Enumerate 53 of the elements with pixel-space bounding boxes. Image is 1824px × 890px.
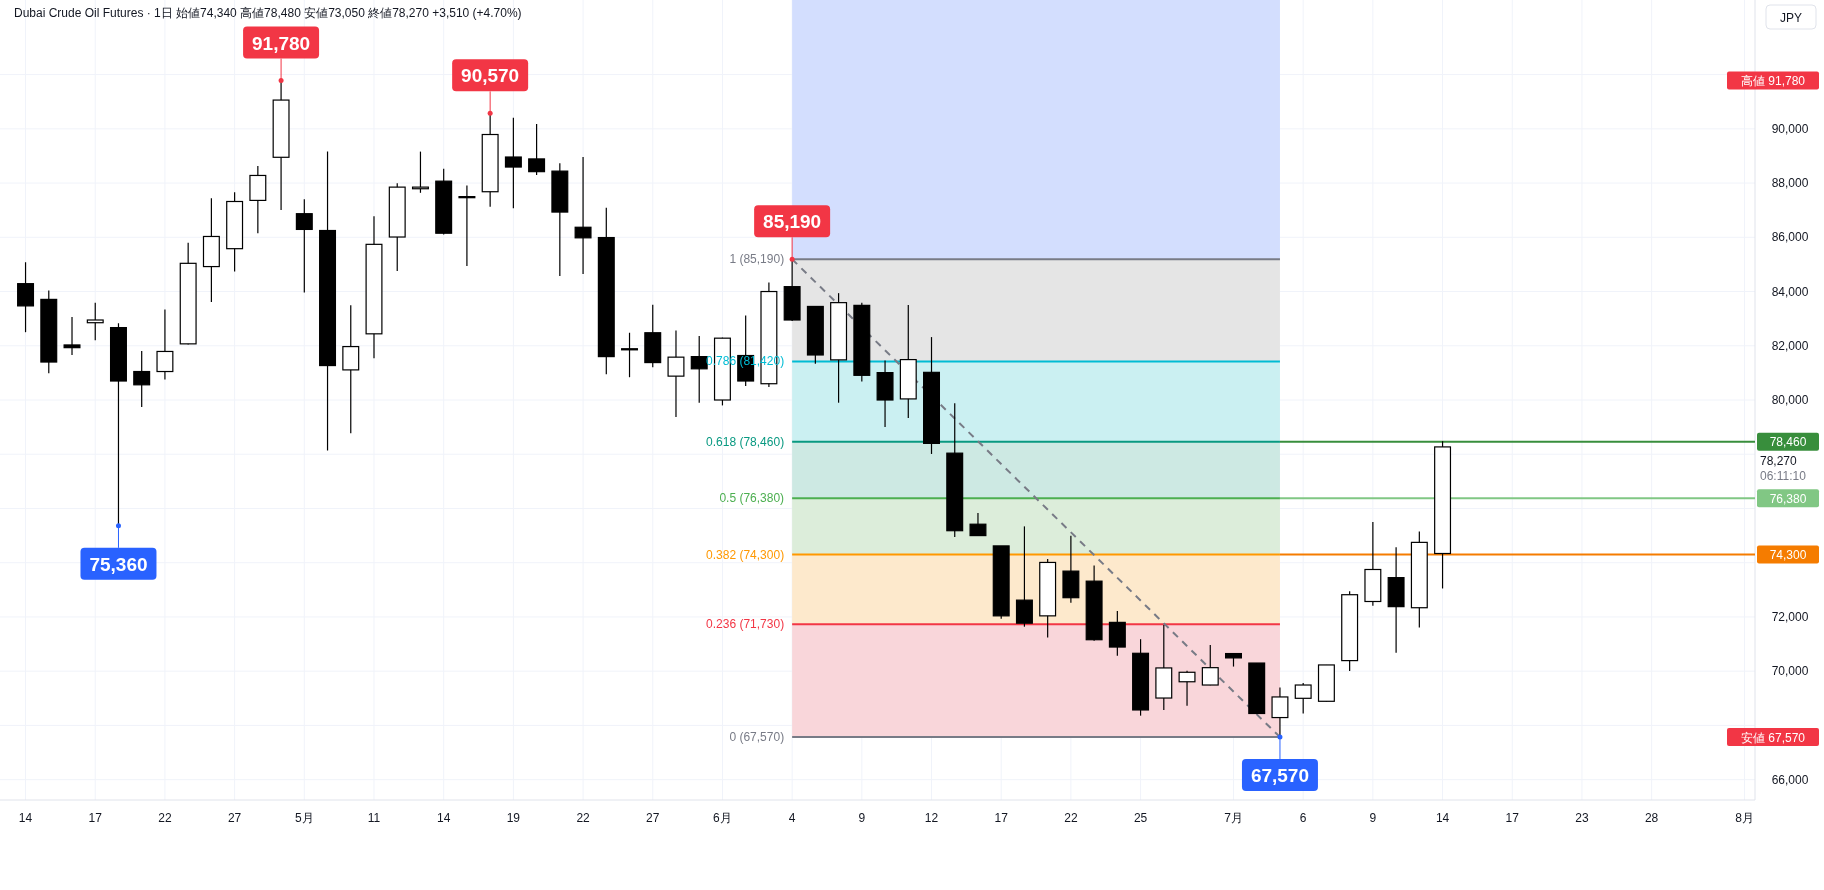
x-tick-label: 8月 bbox=[1735, 811, 1754, 825]
ref-line-label: 78,460 bbox=[1769, 435, 1807, 450]
x-tick-label: 17 bbox=[994, 811, 1009, 825]
ref-line-label: 0.382 (74,300) bbox=[706, 547, 785, 562]
x-tick-label: 9 bbox=[858, 811, 866, 825]
ref-line-label: 0.618 (78,460) bbox=[706, 434, 785, 449]
y-axis-title: JPY bbox=[1779, 11, 1803, 25]
y-tick-label: 84,000 bbox=[1771, 284, 1809, 299]
x-tick-label: 23 bbox=[1575, 811, 1589, 825]
x-tick-label: 17 bbox=[88, 811, 103, 825]
x-tick-label: 14 bbox=[1435, 811, 1450, 825]
y-tick-label: 72,000 bbox=[1771, 609, 1809, 624]
x-tick-label: 22 bbox=[576, 811, 591, 825]
annotation: 高値 91,780 bbox=[1740, 74, 1806, 89]
x-tick-label: 14 bbox=[18, 811, 33, 825]
y-tick-label: 66,000 bbox=[1771, 772, 1809, 787]
ref-line-label: 0.5 (76,380) bbox=[719, 491, 785, 506]
x-tick-label: 12 bbox=[924, 811, 939, 825]
text: 85,190 bbox=[763, 211, 822, 233]
y-tick-label: 70,000 bbox=[1771, 664, 1809, 679]
ref-line-label: 0.236 (71,730) bbox=[706, 617, 785, 632]
y-tick-label: 86,000 bbox=[1771, 230, 1809, 245]
x-tick-label: 5月 bbox=[294, 811, 314, 825]
text: 90,570 bbox=[461, 65, 520, 87]
annotation: 安値 67,570 bbox=[1740, 730, 1806, 745]
text: 67,570 bbox=[1250, 765, 1310, 787]
x-tick-label: 25 bbox=[1133, 811, 1148, 825]
x-tick-label: 6 bbox=[1299, 811, 1307, 825]
text: 91,780 bbox=[252, 32, 311, 54]
x-tick-label: 6月 bbox=[713, 811, 732, 825]
y-tick-label: 82,000 bbox=[1771, 338, 1809, 353]
x-tick-label: 17 bbox=[1505, 811, 1520, 825]
text: 75,360 bbox=[89, 553, 148, 575]
x-tick-label: 27 bbox=[227, 811, 242, 825]
x-tick-label: 11 bbox=[367, 811, 381, 825]
x-tick-label: 9 bbox=[1369, 811, 1377, 825]
x-tick-label: 7月 bbox=[1224, 811, 1243, 825]
y-tick-label: 80,000 bbox=[1771, 393, 1809, 407]
ref-line-label: 74,300 bbox=[1769, 548, 1807, 563]
ref-line-label: 0 (67,570) bbox=[729, 730, 785, 745]
x-tick-label: 27 bbox=[646, 811, 660, 825]
x-tick-label: 22 bbox=[1064, 811, 1078, 825]
x-tick-label: 4 bbox=[788, 811, 796, 825]
y-tick-label: 88,000 bbox=[1771, 176, 1809, 191]
text: Dubai Crude Oil Futures · 1日 始値74,340 高値78,480 安値73,050 終値78,270 +3,510 (+4.70%) bbox=[14, 6, 522, 20]
text: 78,270 06:11:10 bbox=[1760, 453, 1807, 483]
x-tick-label: 14 bbox=[437, 811, 451, 825]
x-tick-label: 22 bbox=[158, 811, 172, 825]
x-tick-label: 28 bbox=[1644, 811, 1659, 825]
x-tick-label: 19 bbox=[506, 811, 521, 825]
y-tick-label: 90,000 bbox=[1771, 121, 1809, 136]
ref-line-label: 1 (85,190) bbox=[729, 252, 785, 267]
ref-line-label: 76,380 bbox=[1769, 491, 1807, 506]
